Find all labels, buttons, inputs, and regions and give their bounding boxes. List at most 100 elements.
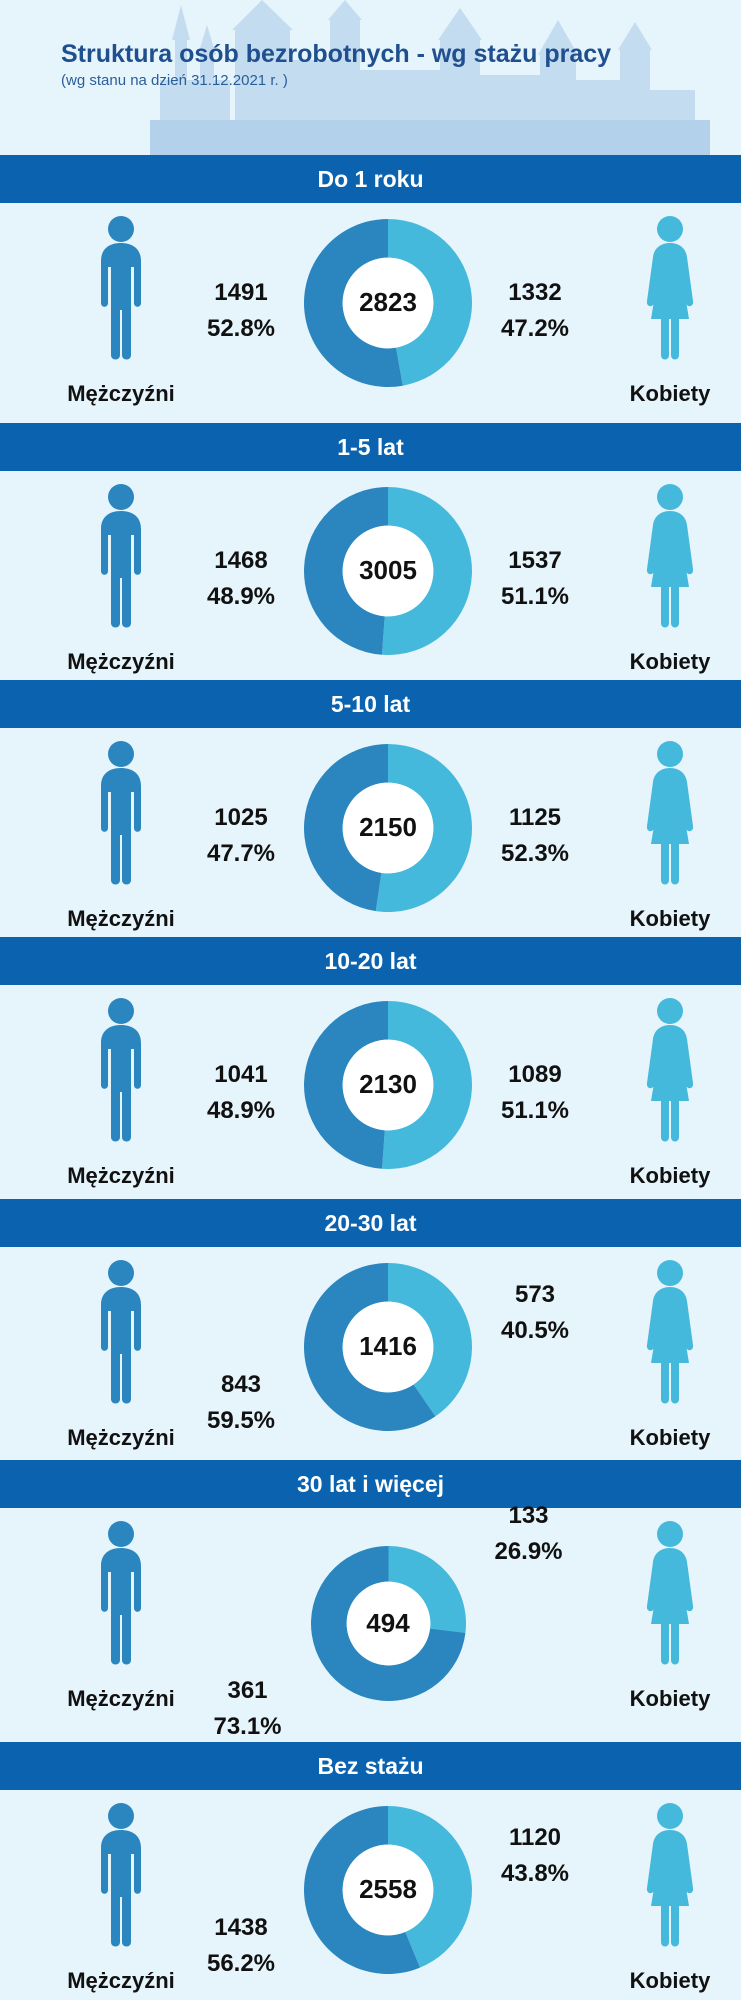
women-label: Kobiety — [629, 1163, 711, 1188]
donut-slice-men — [310, 1546, 465, 1701]
woman-icon — [646, 1803, 694, 1947]
men-label: Mężczyźni — [67, 906, 175, 931]
donut-slice-women — [381, 487, 472, 655]
women-values: 133 26.9% — [474, 1498, 584, 1570]
man-icon — [101, 216, 141, 360]
section-title: Do 1 roku — [0, 155, 741, 203]
women-label: Kobiety — [629, 649, 711, 674]
men-count: 361 — [227, 1677, 268, 1704]
women-values: 1125 52.3% — [480, 800, 590, 872]
donut-chart — [304, 219, 472, 387]
section-body: Mężczyźni Kobiety 2558 1438 56.2% 1120 43.8% — [0, 1790, 741, 2000]
donut-slice-women — [388, 1263, 472, 1417]
woman-icon — [646, 484, 694, 628]
men-count: 1438 — [214, 1914, 268, 1941]
section-body: Mężczyźni Kobiety 3005 1468 48.9% 1537 51.1% — [0, 471, 741, 680]
woman-icon — [646, 216, 694, 360]
men-values: 1491 52.8% — [186, 275, 296, 347]
section-body: Mężczyźni Kobiety 2150 1025 47.7% 1125 52.3% — [0, 728, 741, 937]
man-icon — [101, 1260, 141, 1404]
page-title: Struktura osób bezrobotnych - wg stażu p… — [61, 40, 612, 68]
section-title: 1-5 lat — [0, 423, 741, 471]
donut-chart — [304, 744, 472, 912]
men-count: 1041 — [214, 1061, 268, 1088]
section-body: Mężczyźni Kobiety 2130 1041 48.9% 1089 51.1% — [0, 985, 741, 1199]
women-percent: 43.8% — [500, 1860, 570, 1887]
chart-section: Do 1 roku Mężczyźni Kobiety 2823 1491 52.8% 13… — [0, 155, 741, 423]
women-percent: 26.9% — [494, 1538, 563, 1565]
section-title: 10-20 lat — [0, 937, 741, 985]
women-label: Kobiety — [629, 381, 711, 406]
donut-chart — [304, 1263, 472, 1431]
donut-slice-men — [304, 1806, 420, 1974]
women-percent: 52.3% — [500, 840, 570, 867]
women-percent: 47.2% — [500, 315, 570, 342]
men-percent: 73.1% — [213, 1713, 282, 1740]
donut-chart — [304, 1806, 472, 1974]
donut-chart — [310, 1546, 466, 1701]
section-title: 5-10 lat — [0, 680, 741, 728]
total-value: 2130 — [359, 1069, 417, 1099]
men-label: Mężczyźni — [67, 381, 175, 406]
section-title: Bez stażu — [0, 1742, 741, 1790]
women-percent: 51.1% — [500, 1097, 570, 1124]
women-count: 1332 — [508, 279, 562, 306]
men-count: 843 — [220, 1371, 262, 1398]
donut-slice-women — [388, 219, 472, 386]
women-values: 573 40.5% — [480, 1277, 590, 1349]
women-count: 573 — [514, 1281, 556, 1308]
women-percent: 51.1% — [500, 583, 570, 610]
men-percent: 52.8% — [206, 315, 276, 342]
women-count: 1089 — [508, 1061, 562, 1088]
donut-chart — [304, 487, 472, 655]
chart-section: 10-20 lat Mężczyźni Kobiety 2130 1041 48.9% 10… — [0, 937, 741, 1199]
man-icon — [101, 741, 141, 885]
men-percent: 56.2% — [206, 1950, 276, 1977]
chart-section: Bez stażu Mężczyźni Kobiety 2558 1438 56.2% 11… — [0, 1742, 741, 2000]
women-count: 1537 — [508, 547, 562, 574]
women-values: 1120 43.8% — [480, 1820, 590, 1892]
section-body: Mężczyźni Kobiety 494 361 73.1% 133 26.9% — [0, 1502, 741, 1745]
section-title: 30 lat i więcej — [0, 1460, 741, 1508]
donut-chart — [304, 1001, 472, 1169]
donut-slice-men — [304, 1001, 388, 1169]
women-label: Kobiety — [629, 906, 711, 931]
donut-slice-men — [304, 1263, 436, 1431]
women-label: Kobiety — [629, 1968, 711, 1993]
men-percent: 47.7% — [206, 840, 276, 867]
total-value: 494 — [366, 1607, 410, 1638]
women-values: 1089 51.1% — [480, 1057, 590, 1129]
chart-section: 30 lat i więcej Mężczyźni Kobiety 494 361 73.… — [0, 1460, 741, 1742]
men-values: 1438 56.2% — [186, 1910, 296, 1982]
total-value: 2150 — [359, 812, 417, 842]
donut-slice-women — [388, 1546, 466, 1633]
woman-icon — [646, 741, 694, 885]
section-title: 20-30 lat — [0, 1199, 741, 1247]
men-values: 361 73.1% — [193, 1673, 303, 1745]
men-label: Mężczyźni — [67, 1968, 175, 1993]
section-body: Mężczyźni Kobiety 1416 843 59.5% 573 40.5% — [0, 1247, 741, 1460]
men-label: Mężczyźni — [67, 1686, 175, 1711]
man-icon — [101, 1803, 141, 1947]
donut-slice-men — [304, 744, 388, 912]
total-value: 1416 — [359, 1331, 417, 1361]
donut-slice-women — [388, 1806, 472, 1968]
men-count: 1468 — [214, 547, 268, 574]
men-label: Mężczyźni — [67, 1163, 175, 1188]
man-icon — [101, 998, 141, 1142]
woman-icon — [646, 998, 694, 1142]
donut-slice-men — [304, 487, 388, 655]
man-icon — [101, 484, 141, 628]
chart-section: 5-10 lat Mężczyźni Kobiety 2150 1025 47.7% 112… — [0, 680, 741, 937]
donut-slice-women — [375, 744, 472, 912]
men-percent: 59.5% — [206, 1407, 276, 1434]
woman-icon — [646, 1521, 694, 1665]
chart-section: 1-5 lat Mężczyźni Kobiety 3005 1468 48.9% 1537… — [0, 423, 741, 680]
city-skyline-illustration — [150, 0, 710, 155]
women-values: 1332 47.2% — [480, 275, 590, 347]
women-count: 1125 — [508, 804, 562, 831]
women-percent: 40.5% — [500, 1317, 570, 1344]
women-values: 1537 51.1% — [480, 543, 590, 615]
men-count: 1491 — [214, 279, 268, 306]
total-value: 3005 — [359, 555, 417, 585]
